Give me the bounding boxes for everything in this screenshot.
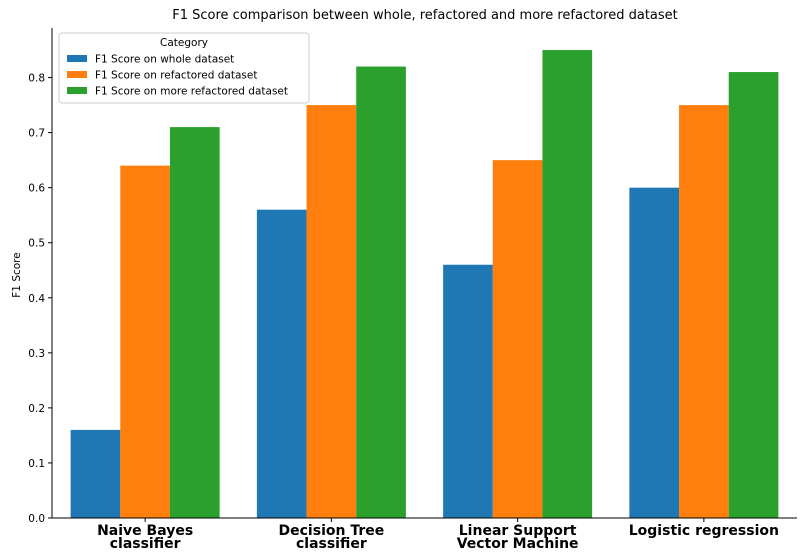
bar-3-3: [542, 50, 593, 519]
legend-swatch: [67, 71, 87, 78]
legend-swatch: [67, 55, 87, 62]
x-tick-label: Naive Bayes classifier: [97, 523, 193, 552]
x-tick-label-line: Vector Machine: [457, 536, 579, 552]
y-axis-label: F1 Score: [11, 252, 23, 297]
bar-1-3: [443, 264, 493, 518]
y-tick-label: 0.4: [28, 293, 45, 305]
bar-2-4: [679, 105, 729, 518]
y-tick-label: 0.2: [28, 403, 45, 415]
x-tick-label-line: classifier: [296, 536, 367, 552]
bar-1-2: [256, 209, 307, 518]
y-tick-label: 0.6: [28, 183, 45, 195]
bar-2-3: [492, 160, 543, 518]
x-tick-label: Decision Tree classifier: [279, 523, 385, 552]
legend-title: Category: [160, 37, 208, 49]
bar-3-2: [356, 66, 406, 518]
y-tick-label: 0.0: [28, 513, 45, 525]
legend-box: [58, 32, 310, 104]
legend-label: F1 Score on whole dataset: [95, 54, 234, 66]
legend-swatch: [67, 87, 87, 94]
bar-2-1: [120, 165, 170, 518]
x-tick-label: Logistic regression: [629, 523, 779, 539]
y-tick-label: 0.7: [28, 128, 45, 140]
y-tick-label: 0.1: [28, 458, 45, 470]
x-tick-label-line: Naive Bayes: [97, 523, 193, 539]
x-tick-label-line: classifier: [110, 536, 181, 552]
y-ticks-group: 0.0 0.1 0.2 0.3 0.4 0.5 0.6 0.7 0.8: [28, 73, 52, 525]
chart-title: F1 Score comparison between whole, refac…: [172, 8, 678, 23]
bar-3-1: [169, 127, 220, 518]
axes-group: [51, 28, 797, 519]
x-tick-label-line: Logistic regression: [629, 523, 779, 539]
legend: Category F1 Score on whole dataset F1 Sco…: [58, 32, 310, 104]
x-tick-label-line: Linear Support: [459, 523, 577, 539]
x-tick-label-line: Decision Tree: [279, 523, 385, 539]
legend-label: F1 Score on refactored dataset: [95, 70, 257, 82]
y-tick-label: 0.8: [28, 73, 45, 85]
y-tick-label: 0.3: [28, 348, 45, 360]
bar-2-2: [306, 105, 357, 518]
bar-3-4: [728, 72, 779, 518]
legend-label: F1 Score on more refactored dataset: [95, 86, 288, 98]
bars-group: [70, 50, 779, 519]
bar-1-1: [70, 429, 121, 518]
y-tick-label: 0.5: [28, 238, 45, 250]
bar-1-4: [629, 187, 680, 518]
x-tick-label: Linear Support Vector Machine: [457, 523, 579, 552]
